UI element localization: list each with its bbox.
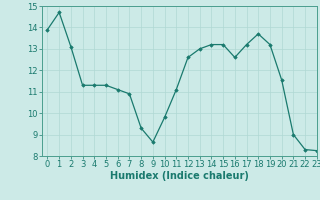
X-axis label: Humidex (Indice chaleur): Humidex (Indice chaleur) <box>110 171 249 181</box>
